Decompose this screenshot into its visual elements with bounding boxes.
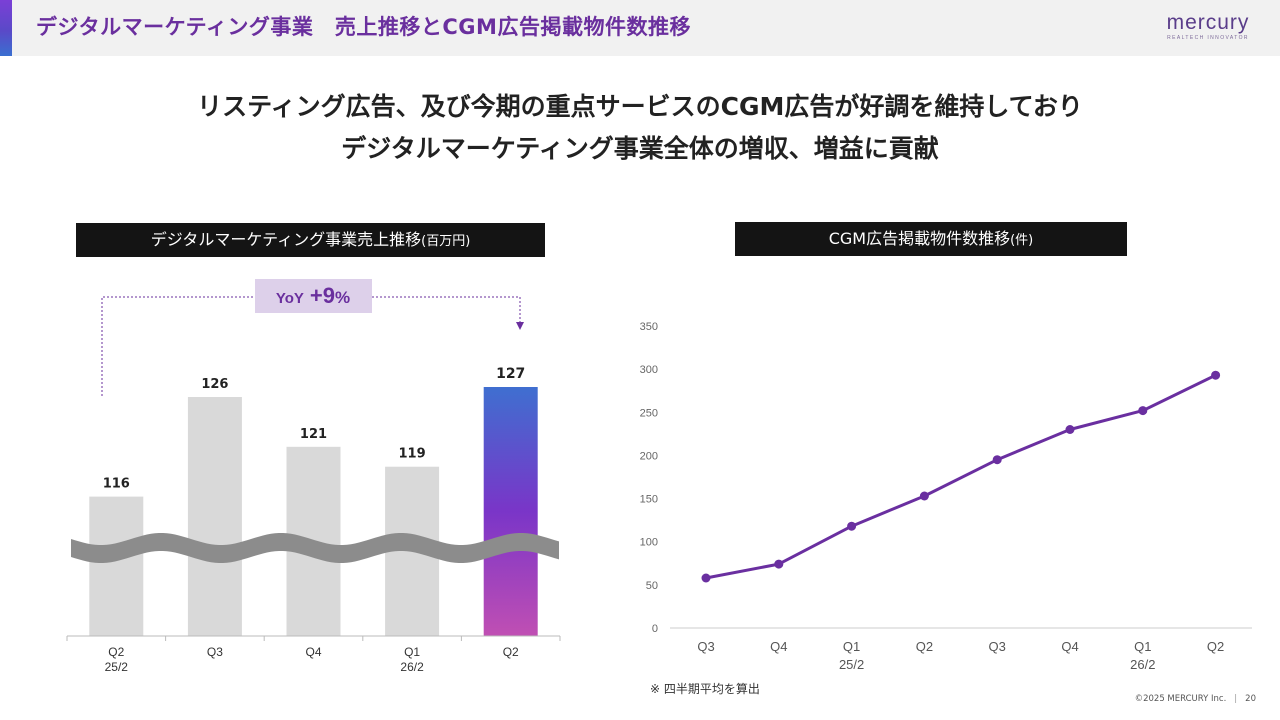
listings-data-point	[992, 455, 1002, 465]
yoy-bracket-left	[101, 296, 255, 396]
headline-line-1: リスティング広告、及び今期の重点サービスのCGM広告が好調を維持しており	[197, 92, 1083, 121]
revenue-category-label: Q1	[404, 645, 420, 659]
page-title: デジタルマーケティング事業 売上推移とCGM広告掲載物件数推移	[36, 15, 691, 39]
listings-series-line	[705, 373, 1217, 580]
axis-break-wave	[71, 533, 559, 563]
listings-y-tick-label: 200	[640, 450, 658, 462]
headline-line-2: デジタルマーケティング事業全体の増収、増益に貢献	[341, 134, 939, 163]
yoy-bracket-right	[372, 296, 521, 322]
page-number: 20	[1245, 694, 1256, 704]
listings-category-label: Q4	[770, 639, 787, 654]
logo-tagline: REALTECH INNOVATOR	[1167, 35, 1249, 41]
headline: リスティング広告、及び今期の重点サービスのCGM広告が好調を維持しており デジタ…	[0, 86, 1280, 170]
listings-chart-title-text: CGM広告掲載物件数推移	[828, 229, 1011, 248]
revenue-value-label: 119	[399, 447, 426, 462]
yoy-arrow-icon	[516, 322, 524, 330]
listings-data-point	[1211, 370, 1221, 380]
revenue-bar	[187, 397, 242, 636]
listings-y-tick-label: 50	[646, 580, 658, 592]
yoy-text: YoY +9%	[276, 283, 350, 308]
copyright: ©2025 MERCURY Inc. | 20	[1135, 694, 1256, 704]
revenue-category-label: Q2	[108, 645, 124, 659]
yoy-callout: YoY +9%	[101, 279, 524, 396]
revenue-period-label: 26/2	[400, 660, 424, 674]
listings-data-point	[774, 559, 784, 569]
listings-y-tick-label: 150	[640, 494, 658, 506]
copyright-separator: |	[1234, 694, 1238, 704]
listings-category-label: Q1	[1134, 639, 1151, 654]
revenue-bar	[89, 496, 144, 636]
listings-category-label: Q3	[989, 639, 1006, 654]
listings-data-point	[701, 573, 711, 583]
listings-category-label: Q4	[1061, 639, 1078, 654]
revenue-category-label: Q4	[305, 645, 321, 659]
mercury-logo: mercury REALTECH INNOVATOR	[1162, 11, 1254, 41]
revenue-period-label: 25/2	[105, 660, 129, 674]
copyright-text: ©2025 MERCURY Inc.	[1134, 694, 1227, 704]
revenue-bar	[483, 387, 538, 636]
listings-period-label: 25/2	[839, 657, 864, 672]
listings-data-point	[1065, 425, 1075, 434]
revenue-category-label: Q3	[207, 645, 223, 659]
yoy-label: YoY	[276, 290, 304, 307]
yoy-value: +9	[310, 283, 335, 308]
yoy-percent: %	[335, 288, 350, 307]
revenue-chart-title-text: デジタルマーケティング事業売上推移	[150, 230, 422, 249]
listings-y-tick-label: 0	[652, 623, 658, 635]
listings-period-label: 26/2	[1130, 657, 1155, 672]
listings-y-tick-label: 300	[640, 364, 658, 376]
revenue-category-label: Q2	[503, 645, 519, 659]
yoy-badge	[255, 279, 372, 313]
footnote: ※ 四半期平均を算出	[650, 682, 760, 696]
listings-y-tick-label: 350	[640, 321, 658, 333]
listings-category-label: Q2	[916, 639, 933, 654]
revenue-chart-title: デジタルマーケティング事業売上推移(百万円)	[76, 223, 545, 257]
listings-y-tick-label: 100	[640, 537, 658, 549]
header-bar: デジタルマーケティング事業 売上推移とCGM広告掲載物件数推移 mercury …	[0, 0, 1280, 56]
revenue-value-label: 127	[496, 366, 525, 382]
logo-wordmark: mercury	[1166, 11, 1250, 34]
listings-category-label: Q1	[843, 639, 860, 654]
revenue-chart-unit: (百万円)	[421, 234, 471, 249]
listings-category-label: Q3	[697, 639, 714, 654]
listings-chart-unit: (件)	[1010, 233, 1034, 248]
listings-chart-title: CGM広告掲載物件数推移(件)	[735, 222, 1127, 256]
revenue-value-label: 116	[103, 477, 130, 492]
revenue-value-label: 126	[201, 377, 228, 392]
listings-data-point	[1138, 406, 1148, 416]
listings-y-tick-label: 250	[640, 407, 658, 419]
listings-data-point	[919, 491, 929, 501]
listings-data-point	[847, 521, 857, 531]
listings-category-label: Q2	[1207, 639, 1224, 654]
listings-line-chart: 0 50 100 150 200 250 300 350 Q3 Q4 Q1 25/2 Q2 Q3 Q4 Q1 2…	[640, 321, 1252, 672]
revenue-value-label: 121	[300, 427, 327, 442]
header-accent-stripe	[0, 0, 12, 56]
